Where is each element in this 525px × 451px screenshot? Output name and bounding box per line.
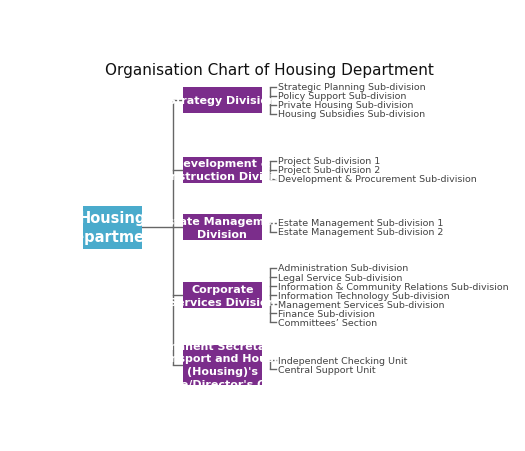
- Text: Administration Sub-division: Administration Sub-division: [278, 264, 408, 273]
- Text: Central Support Unit: Central Support Unit: [278, 365, 375, 374]
- Text: Policy Support Sub-division: Policy Support Sub-division: [278, 92, 406, 101]
- Text: Project Sub-division 2: Project Sub-division 2: [278, 166, 380, 175]
- FancyBboxPatch shape: [183, 282, 262, 308]
- FancyBboxPatch shape: [183, 345, 262, 385]
- Text: Estate Management Sub-division 1: Estate Management Sub-division 1: [278, 219, 443, 228]
- Text: Housing Subsidies Sub-division: Housing Subsidies Sub-division: [278, 110, 425, 119]
- Text: Estate Management Sub-division 2: Estate Management Sub-division 2: [278, 228, 443, 237]
- Text: Committees’ Section: Committees’ Section: [278, 318, 377, 327]
- FancyBboxPatch shape: [183, 88, 262, 114]
- Text: Development & Procurement Sub-division: Development & Procurement Sub-division: [278, 175, 477, 184]
- FancyBboxPatch shape: [183, 215, 262, 241]
- Text: Development &
Construction Division: Development & Construction Division: [155, 159, 289, 182]
- Text: Permanent Secretary for
Transport and Housing
(Housing)'s
Office/Director's Offi: Permanent Secretary for Transport and Ho…: [145, 341, 300, 389]
- Text: Information & Community Relations Sub-division: Information & Community Relations Sub-di…: [278, 282, 508, 291]
- Text: Legal Service Sub-division: Legal Service Sub-division: [278, 273, 402, 282]
- Text: Strategy Division: Strategy Division: [169, 96, 276, 106]
- Text: Private Housing Sub-division: Private Housing Sub-division: [278, 101, 413, 110]
- Text: Independent Checking Unit: Independent Checking Unit: [278, 356, 407, 365]
- FancyBboxPatch shape: [183, 157, 262, 184]
- Text: Information Technology Sub-division: Information Technology Sub-division: [278, 291, 449, 300]
- Text: Management Services Sub-division: Management Services Sub-division: [278, 300, 444, 309]
- Text: Strategic Planning Sub-division: Strategic Planning Sub-division: [278, 83, 425, 92]
- FancyBboxPatch shape: [83, 206, 142, 249]
- Text: Organisation Chart of Housing Department: Organisation Chart of Housing Department: [104, 63, 434, 78]
- Text: Finance Sub-division: Finance Sub-division: [278, 309, 375, 318]
- Text: Estate Management
Division: Estate Management Division: [160, 216, 285, 239]
- Text: Housing
Department: Housing Department: [62, 211, 162, 245]
- Text: Corporate
Services Division: Corporate Services Division: [169, 284, 276, 307]
- Text: Project Sub-division 1: Project Sub-division 1: [278, 157, 380, 166]
